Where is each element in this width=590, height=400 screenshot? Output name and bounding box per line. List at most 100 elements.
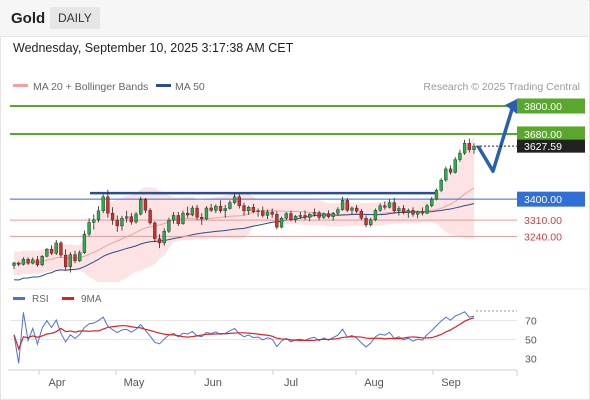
candle (406, 208, 410, 218)
candle (87, 218, 91, 237)
rsi-tick-label: 30 (525, 354, 537, 366)
timeframe-badge[interactable]: DAILY (50, 7, 100, 29)
candle (401, 204, 406, 215)
candle (195, 204, 199, 221)
legend-ma50-label: MA 50 (175, 81, 205, 93)
candle (17, 261, 21, 267)
candle (279, 216, 284, 229)
candles (12, 138, 476, 273)
candle (251, 203, 256, 214)
x-tick-label: May (124, 377, 145, 389)
candle (162, 228, 166, 246)
candle (228, 200, 232, 210)
candle (120, 215, 124, 231)
candle (96, 206, 101, 223)
candle (411, 207, 415, 217)
candle (139, 196, 143, 216)
candle (312, 208, 317, 217)
candle (265, 209, 270, 219)
x-tick-label: Jul (284, 377, 298, 389)
candle (392, 197, 396, 214)
legend-ma20-label: MA 20 + Bollinger Bands (33, 81, 148, 93)
x-tick-label: Aug (364, 377, 384, 389)
candle (82, 230, 87, 254)
rsi-ma-line (13, 317, 475, 351)
candle (232, 193, 237, 205)
candle (129, 213, 134, 225)
candle (448, 165, 453, 175)
candle (124, 210, 129, 223)
candle (458, 149, 462, 162)
candle (317, 210, 321, 221)
candle (31, 257, 35, 265)
candle (68, 252, 72, 273)
candle (176, 211, 180, 226)
candle (134, 211, 138, 224)
candle (214, 204, 218, 214)
candle (397, 206, 401, 216)
candle (331, 211, 335, 221)
candle (416, 210, 420, 219)
projection-path (476, 105, 515, 173)
candle (26, 257, 30, 265)
candle (462, 139, 467, 155)
copyright-text: Research © 2025 Trading Central (423, 81, 580, 93)
candle (73, 250, 77, 264)
support-label: 3310.00 (524, 215, 562, 227)
candle (378, 203, 382, 212)
rsi-line (13, 311, 475, 364)
candle (308, 213, 312, 222)
candle (326, 210, 331, 219)
candle (298, 211, 302, 219)
candle (110, 207, 115, 225)
pivot-tag-label: 3400.00 (524, 194, 562, 206)
candle (322, 212, 326, 219)
candle (275, 211, 279, 230)
candle (115, 215, 119, 232)
rsi-panel: 70 50 30 (10, 310, 537, 366)
candle (204, 206, 209, 221)
candle (420, 207, 425, 216)
support-label: 3240.00 (524, 231, 562, 243)
candle (467, 138, 471, 153)
ma50-line (13, 203, 475, 281)
candle (284, 211, 288, 221)
candle (167, 217, 171, 233)
x-ticks: Apr May Jun Jul Aug Sep (38, 370, 461, 389)
legend-ma50-swatch (156, 84, 171, 87)
x-tick-label: Jun (204, 377, 222, 389)
candle (12, 262, 16, 270)
candle (63, 249, 68, 271)
candle (181, 210, 185, 225)
rsi-tick-label: 50 (525, 335, 537, 347)
candle (364, 215, 368, 228)
candle (373, 208, 378, 222)
candle (143, 197, 148, 214)
symbol-title: Gold (11, 10, 46, 27)
legend-rsi-label: RSI (32, 294, 49, 305)
candle (40, 255, 44, 267)
candle (430, 196, 434, 208)
candle (425, 203, 429, 215)
candle (453, 157, 457, 174)
candle (223, 204, 227, 218)
candle (101, 194, 105, 214)
candle (190, 205, 195, 217)
candle (387, 199, 392, 209)
candle (45, 248, 49, 258)
candle (218, 200, 223, 214)
candle (289, 210, 293, 222)
legend-9ma-label: 9MA (81, 294, 102, 305)
candle (242, 202, 246, 216)
x-tick-label: Apr (48, 377, 65, 389)
candle (148, 208, 152, 225)
candle (383, 201, 387, 210)
candle (472, 143, 476, 154)
candle (59, 241, 63, 258)
candle (293, 214, 298, 223)
candle (303, 210, 307, 221)
candle (209, 203, 213, 212)
resistance-tag-label: 3680.00 (524, 129, 562, 141)
candle (171, 211, 176, 224)
